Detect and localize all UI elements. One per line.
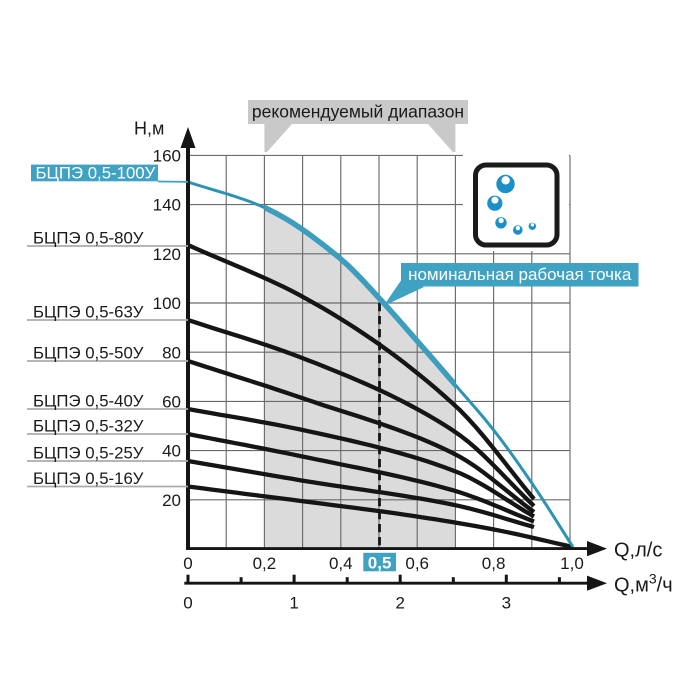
svg-text:БЦПЭ 0,5-100У: БЦПЭ 0,5-100У <box>36 163 156 182</box>
svg-text:БЦПЭ 0,5-63У: БЦПЭ 0,5-63У <box>33 303 144 322</box>
svg-text:рекомендуемый диапазон: рекомендуемый диапазон <box>252 102 464 122</box>
svg-text:номинальная рабочая точка: номинальная рабочая точка <box>408 265 632 284</box>
svg-text:160: 160 <box>153 147 181 166</box>
svg-text:120: 120 <box>153 245 181 264</box>
svg-text:БЦПЭ 0,5-80У: БЦПЭ 0,5-80У <box>33 229 144 248</box>
svg-text:60: 60 <box>162 393 181 412</box>
svg-text:БЦПЭ 0,5-16У: БЦПЭ 0,5-16У <box>33 469 144 488</box>
svg-text:2: 2 <box>395 594 404 613</box>
svg-text:100: 100 <box>153 294 181 313</box>
svg-text:Q,л/с: Q,л/с <box>614 540 662 562</box>
svg-text:1,0: 1,0 <box>560 554 584 573</box>
svg-text:Q,м3/ч: Q,м3/ч <box>614 571 673 597</box>
svg-text:40: 40 <box>162 442 181 461</box>
svg-text:БЦПЭ 0,5-25У: БЦПЭ 0,5-25У <box>33 444 144 463</box>
svg-text:3: 3 <box>502 594 511 613</box>
svg-text:БЦПЭ 0,5-32У: БЦПЭ 0,5-32У <box>33 417 144 436</box>
svg-text:0,6: 0,6 <box>405 554 429 573</box>
svg-text:1: 1 <box>289 594 298 613</box>
svg-text:0,2: 0,2 <box>253 554 277 573</box>
svg-text:80: 80 <box>162 343 181 362</box>
svg-text:0,5: 0,5 <box>368 554 392 573</box>
svg-text:БЦПЭ 0,5-40У: БЦПЭ 0,5-40У <box>33 392 144 411</box>
svg-text:20: 20 <box>162 491 181 510</box>
svg-text:0,4: 0,4 <box>329 554 353 573</box>
svg-text:0: 0 <box>183 554 192 573</box>
svg-text:140: 140 <box>153 196 181 215</box>
svg-text:0,8: 0,8 <box>482 554 506 573</box>
svg-text:БЦПЭ 0,5-50У: БЦПЭ 0,5-50У <box>33 344 144 363</box>
svg-text:0: 0 <box>183 594 192 613</box>
svg-text:Н,м: Н,м <box>134 119 164 139</box>
